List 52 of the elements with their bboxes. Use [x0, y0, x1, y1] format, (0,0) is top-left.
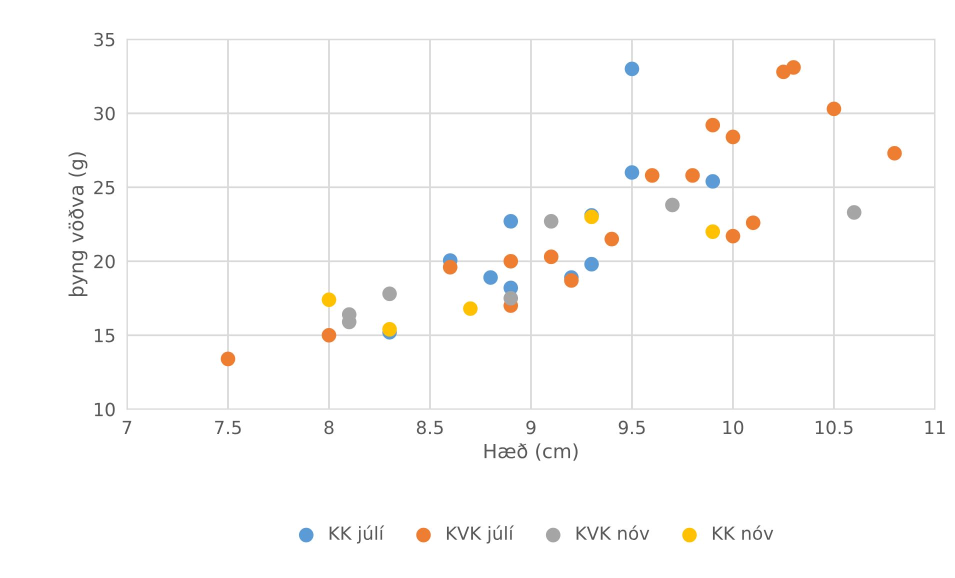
point [504, 214, 518, 229]
y-axis-title: þyng vöðva (g) [68, 152, 88, 296]
point [544, 214, 558, 229]
point [726, 130, 740, 144]
x-axis-title: Hæð (cm) [484, 443, 578, 461]
point [786, 60, 801, 75]
y-tick-label: 20 [94, 254, 115, 268]
legend-label: KK nóv [712, 525, 774, 540]
point [322, 292, 336, 308]
point [483, 270, 498, 285]
x-tick-label: 11 [925, 420, 945, 434]
point [685, 168, 700, 183]
x-tick-label: 8.5 [416, 420, 443, 434]
point [544, 250, 558, 264]
point [382, 322, 397, 337]
x-tick-label: 7.5 [215, 420, 241, 434]
point [826, 102, 842, 116]
x-tick-label: 7 [122, 420, 132, 434]
y-tick-label: 15 [94, 328, 114, 342]
point [604, 232, 620, 246]
x-tick-label: 9 [526, 420, 536, 434]
x-tick-label: 9.5 [618, 420, 645, 434]
y-tick-label: 10 [94, 402, 115, 416]
legend-label: KVK júlí [446, 525, 514, 544]
point [887, 146, 902, 161]
point [463, 301, 478, 316]
point [846, 205, 862, 220]
point [564, 273, 579, 288]
y-tick-label: 25 [94, 180, 114, 194]
point [382, 286, 397, 302]
x-tick-label: 8 [324, 420, 334, 434]
x-tick-label: 10 [723, 420, 744, 434]
point [624, 62, 640, 76]
y-tick-label: 30 [94, 106, 115, 120]
point [665, 198, 680, 212]
point [705, 174, 720, 189]
point [726, 228, 740, 244]
legend-label: KVK nóv [576, 525, 650, 540]
point [442, 260, 458, 274]
legend-label: KK júlí [330, 525, 384, 544]
point [705, 118, 720, 132]
point [746, 216, 760, 230]
x-tick-label: 10.5 [816, 420, 852, 434]
point [504, 290, 518, 306]
y-tick-label: 35 [94, 32, 114, 46]
point [220, 352, 236, 366]
point [624, 165, 640, 180]
point [644, 168, 660, 183]
point [504, 254, 518, 269]
point [705, 224, 720, 239]
point [584, 256, 599, 272]
point [322, 328, 336, 343]
